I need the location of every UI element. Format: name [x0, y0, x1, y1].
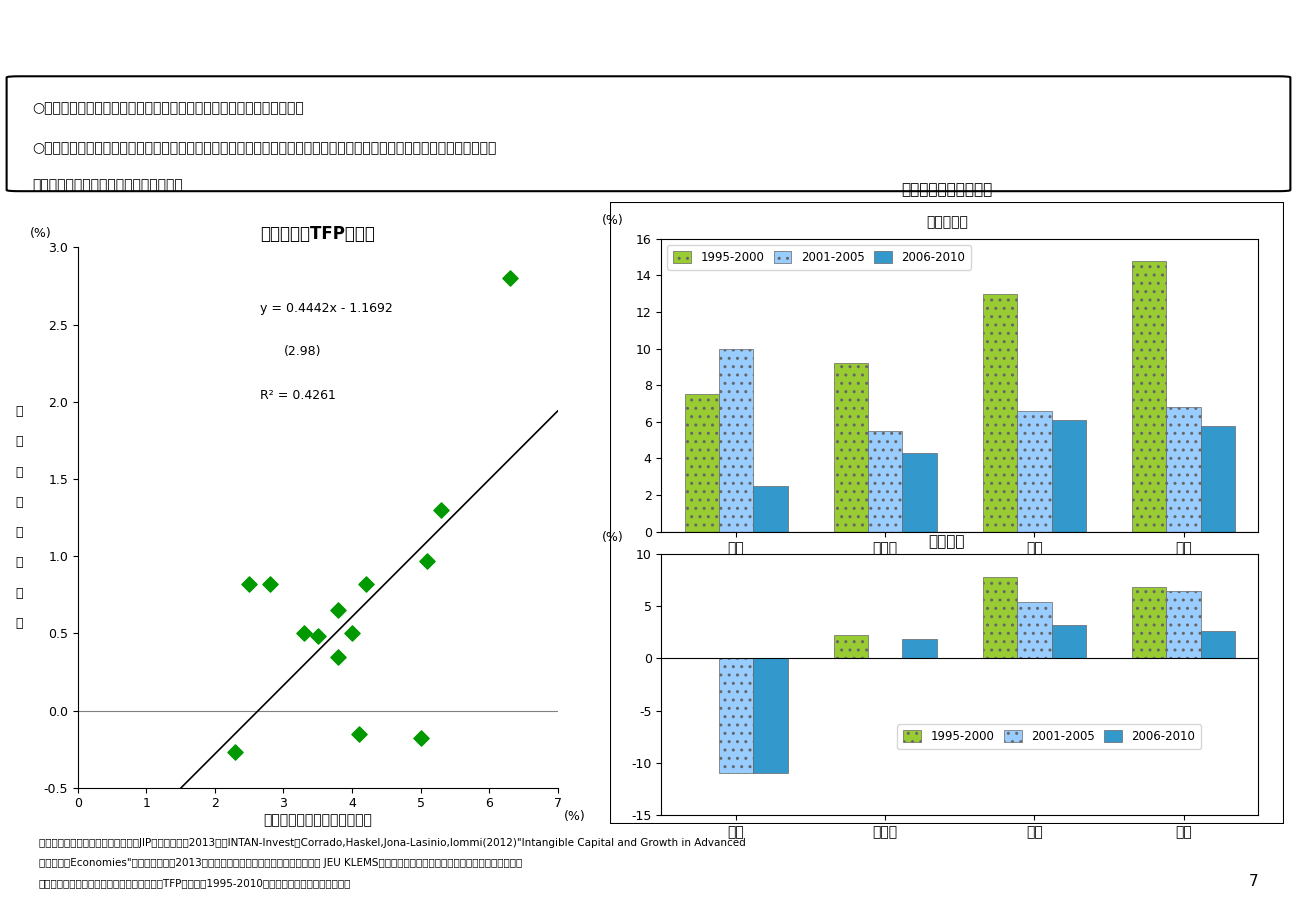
Text: 情報化資産: 情報化資産 — [926, 215, 968, 229]
Bar — [983, 294, 1017, 531]
Text: （: （ — [16, 405, 23, 419]
Text: Ｔ: Ｔ — [16, 435, 23, 449]
Point — [410, 731, 431, 746]
Point — [499, 271, 520, 286]
Point — [293, 626, 314, 640]
Bar — [903, 453, 936, 531]
Bar — [1132, 587, 1166, 659]
Text: 昇: 昇 — [16, 556, 23, 570]
Point — [226, 745, 246, 759]
Bar — [1132, 261, 1166, 531]
Bar — [1052, 420, 1086, 531]
Point — [328, 603, 349, 617]
Text: （注）上段図の無形資産装備率の上昇率及びTFP上昇率は1995-2010年の各年の値を平均している。: （注）上段図の無形資産装備率の上昇率及びTFP上昇率は1995-2010年の各年… — [39, 878, 351, 889]
Text: (%): (%) — [30, 226, 52, 239]
Point — [341, 626, 362, 640]
Bar — [1201, 631, 1235, 659]
Point — [349, 726, 370, 741]
Text: R² = 0.4261: R² = 0.4261 — [261, 388, 336, 401]
Bar — [903, 639, 936, 659]
Text: ○　我が国では、無形資産への投資のうち、人的資本への投資（ＯＦＦ－ＪＴへの支出等）、情報化資産への投資（ソフト: ○ 我が国では、無形資産への投資のうち、人的資本への投資（ＯＦＦ－ＪＴへの支出等… — [32, 141, 497, 155]
Text: 資料出所　（独）経済産業研究所「JIPデータベース2013」、INTAN-Invest、Corrado,Haskel,Jona-Lasinio,Iommi(20: 資料出所 （独）経済産業研究所「JIPデータベース2013」、INTAN-Inv… — [39, 838, 746, 848]
Text: Ｐ: Ｐ — [16, 496, 23, 509]
Bar — [754, 485, 787, 531]
Text: (%): (%) — [602, 530, 624, 543]
Bar — [868, 431, 903, 531]
Legend: 1995-2000, 2001-2005, 2006-2010: 1995-2000, 2001-2005, 2006-2010 — [668, 245, 971, 269]
Text: 率: 率 — [16, 586, 23, 600]
Bar — [1017, 411, 1052, 531]
FancyBboxPatch shape — [6, 76, 1291, 191]
Bar — [1166, 408, 1201, 531]
Text: (2.98): (2.98) — [284, 345, 322, 358]
Text: y = 0.4442x - 1.1692: y = 0.4442x - 1.1692 — [261, 302, 393, 315]
Legend: 1995-2000, 2001-2005, 2006-2010: 1995-2000, 2001-2005, 2006-2010 — [898, 725, 1201, 749]
Text: ○　無形資産への投資が上昇すると、ＴＦＰは高まる傾向がみられる。: ○ 無形資産への投資が上昇すると、ＴＦＰは高まる傾向がみられる。 — [32, 101, 303, 114]
Point — [307, 629, 328, 644]
Text: (%): (%) — [602, 214, 624, 227]
Text: 上: 上 — [16, 526, 23, 540]
Text: 無形資産と全要素生産性（TFP）との関係性: 無形資産と全要素生産性（TFP）との関係性 — [470, 20, 827, 49]
Text: ウェアへの支出等）の上昇率が低い。: ウェアへの支出等）の上昇率が低い。 — [32, 179, 183, 192]
Point — [418, 553, 438, 568]
Bar — [754, 659, 787, 773]
Bar — [719, 349, 754, 531]
Text: Ｆ: Ｆ — [16, 465, 23, 479]
Text: ）: ） — [16, 616, 23, 630]
Bar — [719, 659, 754, 773]
Point — [328, 649, 349, 664]
Bar — [1166, 592, 1201, 659]
Point — [431, 503, 451, 518]
Point — [239, 576, 259, 591]
Text: (%): (%) — [564, 810, 586, 823]
Point — [259, 576, 280, 591]
Bar — [1052, 625, 1086, 659]
Text: 人的資本: 人的資本 — [929, 534, 965, 549]
Bar — [1201, 426, 1235, 531]
Bar — [1017, 602, 1052, 659]
Bar — [685, 395, 719, 531]
Point — [355, 576, 376, 591]
X-axis label: （無形資産装備率の上昇率）: （無形資産装備率の上昇率） — [263, 813, 372, 827]
Text: 無形資産装備率の上昇: 無形資産装備率の上昇 — [901, 182, 992, 197]
Text: Economies"、宮川・比佐（2013）「産業別無形資産投資と日本の経済成長 JEU KLEMSをもとに厚生労働省労働政策担当参事官室にて作成: Economies"、宮川・比佐（2013）「産業別無形資産投資と日本の経済成長… — [39, 858, 523, 868]
Text: 7: 7 — [1249, 874, 1258, 889]
Title: 無形資産とTFPの関係: 無形資産とTFPの関係 — [261, 225, 375, 243]
Bar — [983, 577, 1017, 659]
Bar — [834, 364, 868, 531]
Bar — [834, 636, 868, 659]
